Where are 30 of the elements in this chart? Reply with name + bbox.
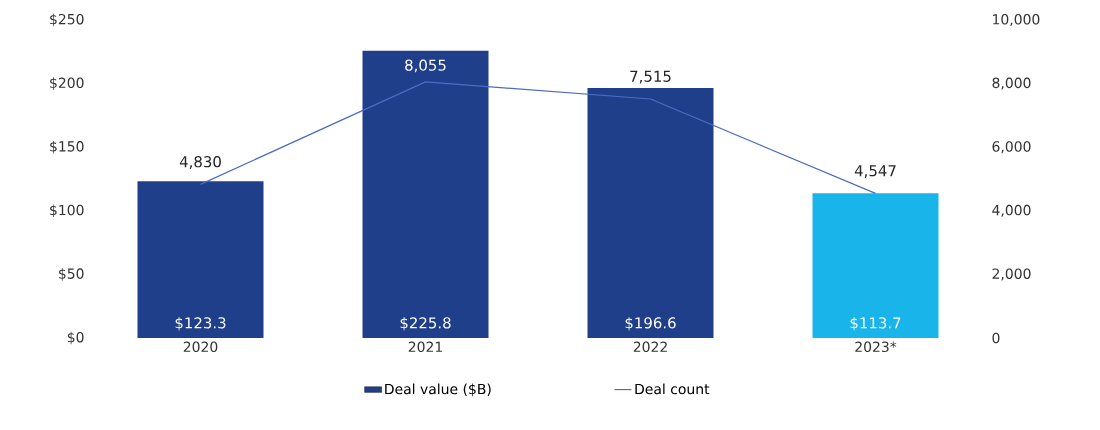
data-label: 4,547: [854, 165, 896, 178]
data-label: 7,515: [630, 70, 671, 84]
y-tick-label: $200: [50, 77, 84, 90]
data-label: 8,055: [405, 59, 446, 73]
bar: [137, 181, 264, 338]
legend-label: Deal value ($B): [385, 383, 491, 397]
data-label: 4,830: [179, 156, 221, 169]
bar: [587, 87, 714, 338]
x-tick-label: 2022: [633, 341, 667, 353]
y-tick-label: $250: [50, 13, 84, 27]
data-label: $225.8: [400, 316, 451, 331]
y2-tick-label: 8,000: [992, 77, 1031, 90]
y2-tick-label: 4,000: [992, 204, 1031, 217]
y2-tick-label: 6,000: [992, 141, 1031, 154]
bar: [812, 193, 939, 338]
x-tick-label: 2021: [408, 341, 442, 353]
y-tick-label: $100: [50, 204, 84, 218]
y2-tick-label: 0: [992, 332, 1000, 344]
data-label: $123.3: [175, 316, 226, 331]
legend-label: Deal count: [635, 383, 710, 395]
y2-tick-label: 2,000: [992, 268, 1031, 281]
y-tick-label: $150: [50, 140, 84, 154]
data-label: $196.6: [625, 316, 676, 331]
bar: [362, 50, 489, 338]
y-tick-label: $50: [59, 268, 84, 281]
y2-tick-label: 10,000: [993, 14, 1040, 26]
data-label: $113.7: [850, 316, 901, 331]
x-tick-label: 2023*: [855, 341, 897, 353]
x-tick-label: 2020: [183, 341, 218, 353]
y-tick-label: $0: [67, 331, 84, 345]
